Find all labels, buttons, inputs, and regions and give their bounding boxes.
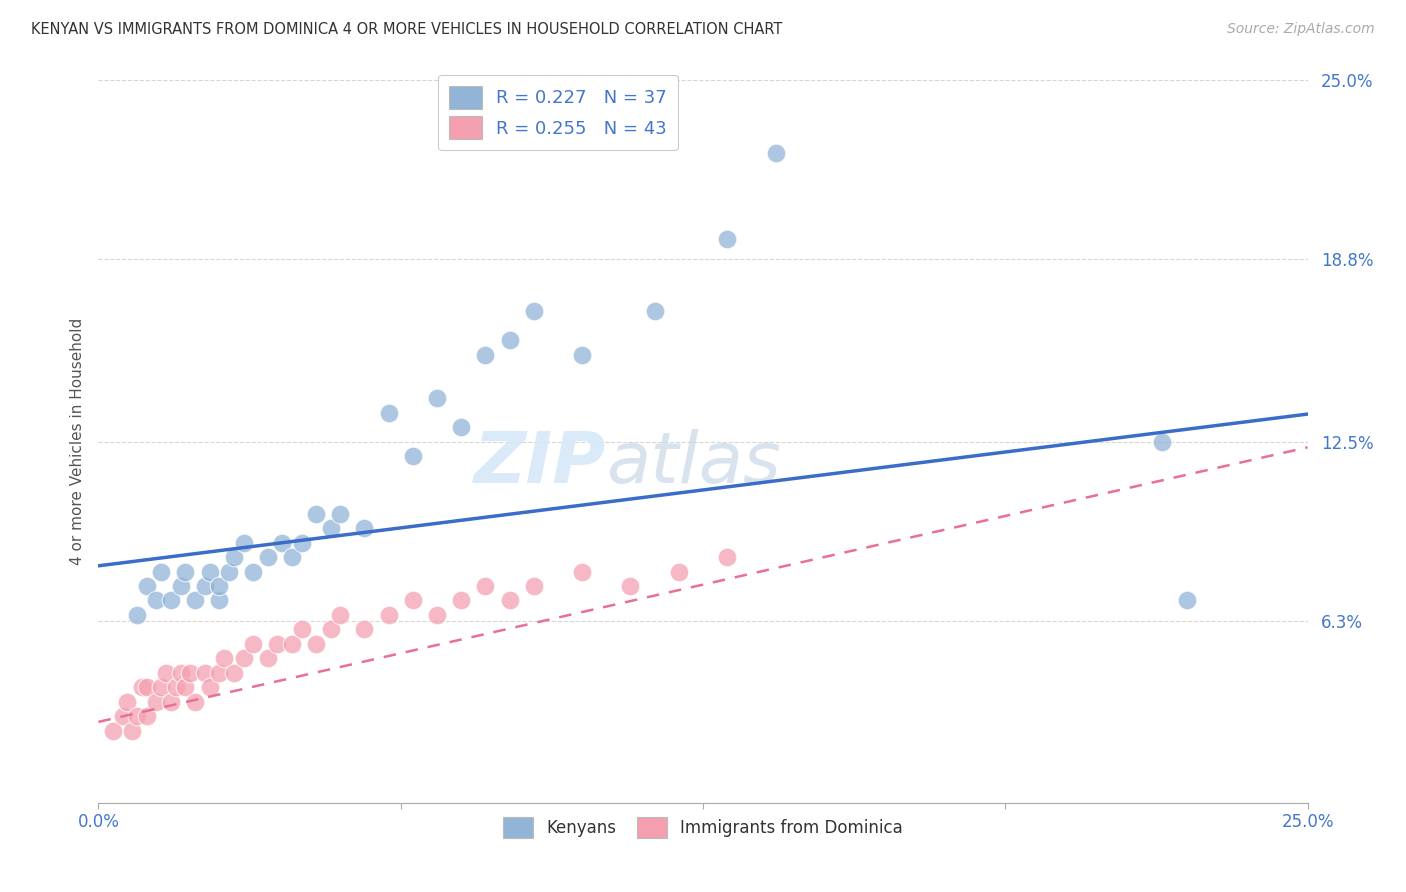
Point [426, 391, 449, 405]
Point [256, 651, 278, 665]
Point [160, 695, 183, 709]
Point [232, 535, 254, 549]
Point [194, 579, 217, 593]
Point [402, 593, 425, 607]
Point [305, 507, 328, 521]
Point [523, 579, 546, 593]
Point [169, 665, 191, 680]
Point [117, 695, 139, 709]
Point [450, 593, 472, 607]
Point [111, 709, 134, 723]
Legend: Kenyans, Immigrants from Dominica: Kenyans, Immigrants from Dominica [496, 810, 910, 845]
Point [571, 565, 593, 579]
Point [319, 623, 342, 637]
Point [145, 695, 167, 709]
Point [194, 665, 217, 680]
Point [571, 348, 593, 362]
Point [305, 637, 328, 651]
Point [266, 637, 288, 651]
Point [426, 607, 449, 622]
Point [127, 607, 149, 622]
Point [450, 420, 472, 434]
Point [208, 593, 231, 607]
Point [174, 680, 197, 694]
Point [498, 334, 520, 348]
Point [135, 709, 157, 723]
Point [271, 535, 294, 549]
Point [498, 593, 520, 607]
Point [174, 565, 197, 579]
Point [353, 521, 375, 535]
Point [619, 579, 641, 593]
Point [765, 145, 787, 160]
Point [222, 665, 245, 680]
Point [242, 637, 264, 651]
Point [135, 579, 157, 593]
Point [290, 623, 312, 637]
Text: Source: ZipAtlas.com: Source: ZipAtlas.com [1227, 22, 1375, 37]
Point [242, 565, 264, 579]
Point [101, 723, 124, 738]
Point [474, 348, 496, 362]
Point [208, 665, 231, 680]
Y-axis label: 4 or more Vehicles in Household: 4 or more Vehicles in Household [69, 318, 84, 566]
Point [218, 565, 240, 579]
Point [131, 680, 153, 694]
Point [716, 550, 738, 565]
Point [281, 637, 304, 651]
Point [145, 593, 167, 607]
Point [232, 651, 254, 665]
Point [290, 535, 312, 549]
Point [179, 665, 201, 680]
Point [319, 521, 342, 535]
Point [281, 550, 304, 565]
Point [329, 607, 352, 622]
Point [716, 232, 738, 246]
Point [165, 680, 187, 694]
Text: ZIP: ZIP [474, 429, 606, 498]
Point [256, 550, 278, 565]
Point [150, 680, 173, 694]
Point [127, 709, 149, 723]
Point [198, 680, 221, 694]
Point [121, 723, 143, 738]
Point [150, 565, 173, 579]
Point [155, 665, 177, 680]
Point [184, 695, 207, 709]
Point [184, 593, 207, 607]
Point [1152, 434, 1174, 449]
Point [668, 565, 690, 579]
Point [208, 579, 231, 593]
Point [169, 579, 191, 593]
Point [474, 579, 496, 593]
Point [212, 651, 235, 665]
Point [198, 565, 221, 579]
Point [377, 406, 399, 420]
Point [353, 623, 375, 637]
Point [222, 550, 245, 565]
Point [377, 607, 399, 622]
Text: KENYAN VS IMMIGRANTS FROM DOMINICA 4 OR MORE VEHICLES IN HOUSEHOLD CORRELATION C: KENYAN VS IMMIGRANTS FROM DOMINICA 4 OR … [31, 22, 782, 37]
Text: atlas: atlas [606, 429, 780, 498]
Point [160, 593, 183, 607]
Point [135, 680, 157, 694]
Point [1175, 593, 1198, 607]
Point [523, 304, 546, 318]
Point [329, 507, 352, 521]
Point [644, 304, 666, 318]
Point [402, 449, 425, 463]
